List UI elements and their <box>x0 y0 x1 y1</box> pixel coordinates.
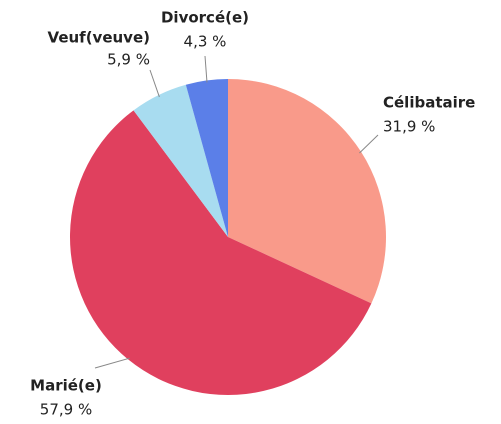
pie-slice <box>185 79 228 237</box>
pie-slice <box>133 84 228 237</box>
leader-line <box>359 134 379 154</box>
slice-value: 4,3 % <box>184 33 227 51</box>
slice-value: 57,9 % <box>40 401 92 419</box>
slice-label: Veuf(veuve) <box>48 29 150 47</box>
leader-line <box>149 69 160 98</box>
slice-label: Célibataire <box>383 94 475 112</box>
slice-value: 31,9 % <box>383 118 435 136</box>
pie-slice <box>69 110 372 396</box>
slice-value: 5,9 % <box>107 51 150 69</box>
leader-line <box>204 55 208 83</box>
pie-slice <box>228 79 386 304</box>
slice-label: Divorcé(e) <box>161 9 249 27</box>
slice-label: Marié(e) <box>30 377 102 395</box>
leader-line <box>94 357 130 369</box>
